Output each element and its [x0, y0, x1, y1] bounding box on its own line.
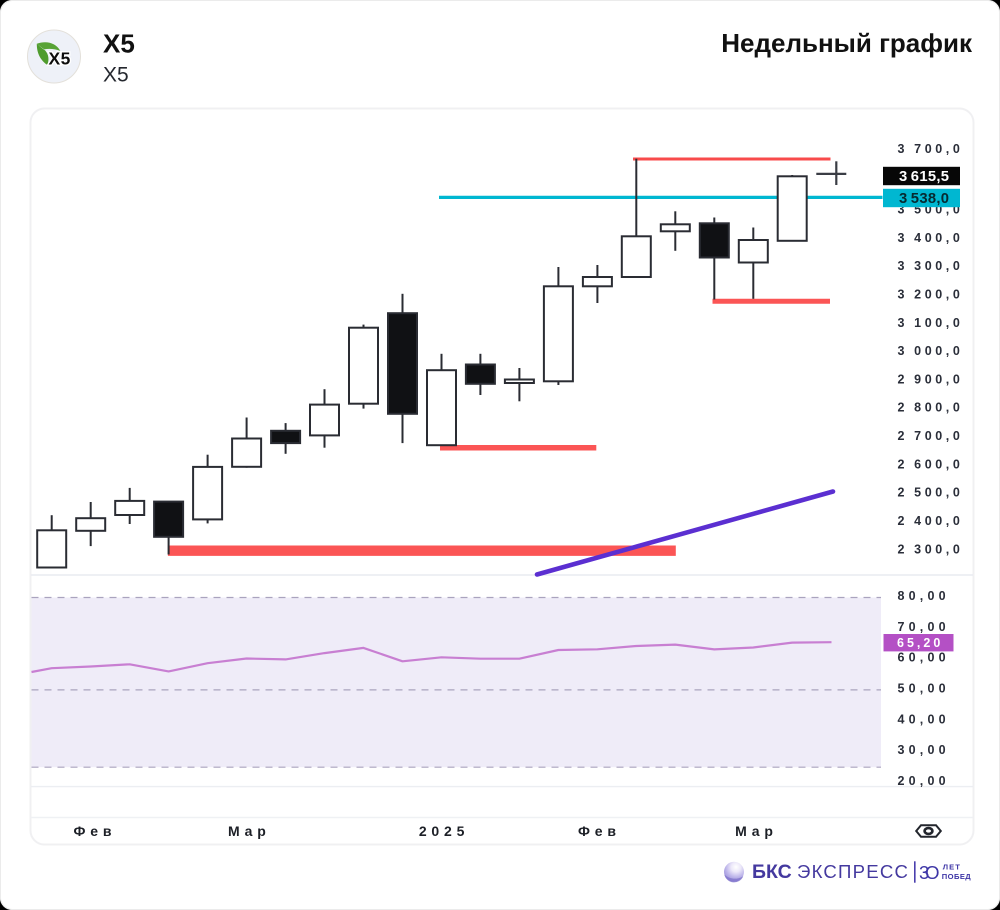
svg-text:2 300,0: 2 300,0	[898, 542, 964, 556]
svg-text:2025: 2025	[419, 823, 469, 839]
svg-text:X5: X5	[103, 29, 135, 59]
svg-text:3 300,0: 3 300,0	[898, 259, 964, 273]
svg-text:Фев: Фев	[578, 823, 621, 839]
svg-text:X5: X5	[49, 49, 71, 69]
svg-text:3 700,0: 3 700,0	[898, 142, 964, 156]
svg-text:3 400,0: 3 400,0	[898, 231, 964, 245]
svg-text:Мар: Мар	[735, 823, 778, 839]
svg-text:60,00: 60,00	[898, 651, 950, 665]
svg-text:ЭКСПРЕСС: ЭКСПРЕСС	[797, 861, 909, 882]
svg-text:2 800,0: 2 800,0	[898, 401, 964, 415]
svg-text:50,00: 50,00	[898, 682, 950, 696]
svg-text:30,00: 30,00	[898, 743, 950, 757]
svg-text:2 700,0: 2 700,0	[898, 429, 964, 443]
svg-text:X5: X5	[103, 64, 129, 87]
svg-text:2 900,0: 2 900,0	[898, 372, 964, 386]
svg-text:ПОБЕД: ПОБЕД	[942, 872, 971, 881]
svg-text:65,20: 65,20	[897, 636, 943, 650]
svg-text:2 500,0: 2 500,0	[898, 486, 964, 500]
svg-text:80,00: 80,00	[898, 589, 950, 603]
svg-text:Фев: Фев	[74, 823, 117, 839]
svg-text:2 400,0: 2 400,0	[898, 514, 964, 528]
svg-text:Мар: Мар	[228, 823, 271, 839]
svg-text:20,00: 20,00	[898, 774, 950, 788]
svg-text:Недельный график: Недельный график	[721, 28, 973, 58]
svg-text:3 615,5: 3 615,5	[899, 169, 949, 185]
svg-text:40,00: 40,00	[898, 712, 950, 726]
svg-text:ЛЕТ: ЛЕТ	[943, 863, 961, 872]
svg-text:3 538,0: 3 538,0	[899, 191, 949, 207]
svg-text:3 200,0: 3 200,0	[898, 287, 964, 301]
svg-text:70,00: 70,00	[898, 620, 950, 634]
svg-text:3 000,0: 3 000,0	[898, 344, 964, 358]
svg-text:БКС: БКС	[752, 861, 792, 883]
svg-text:2 600,0: 2 600,0	[898, 457, 964, 471]
svg-text:3 100,0: 3 100,0	[898, 316, 964, 330]
svg-text:3О: 3О	[919, 862, 940, 883]
